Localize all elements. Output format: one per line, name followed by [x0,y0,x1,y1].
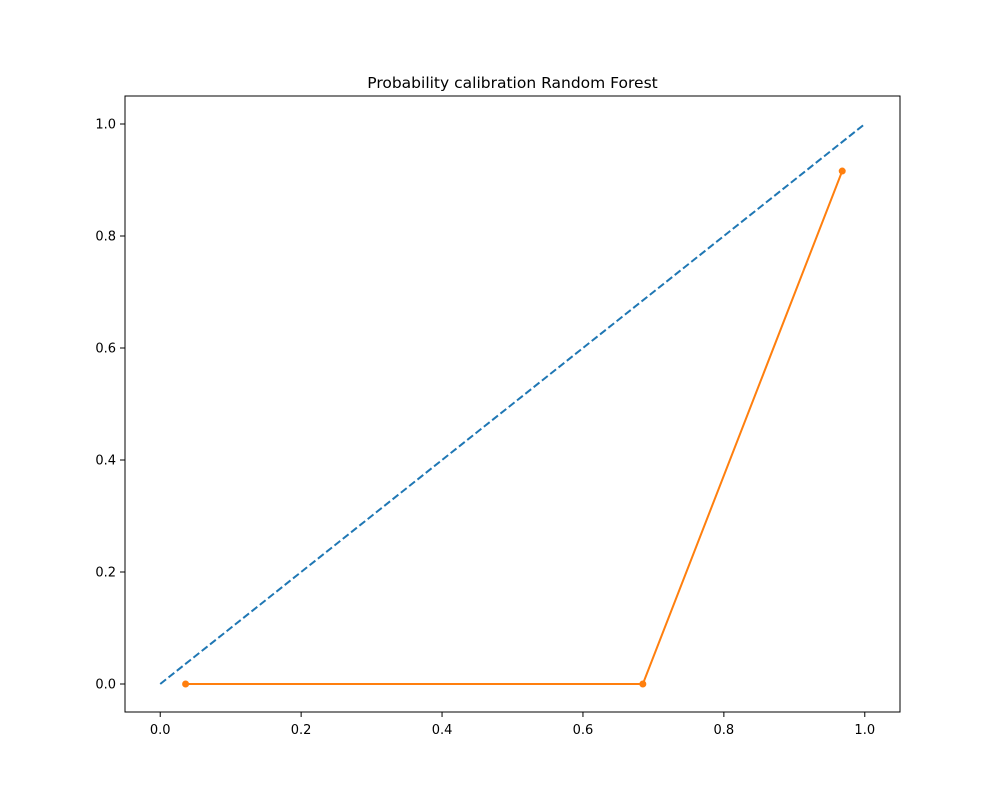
y-tick-label: 0.4 [95,454,116,469]
x-tick-label: 0.4 [432,723,453,738]
series-1-line [159,123,866,685]
x-tick-label: 0.2 [291,723,312,738]
y-tick-label: 0.2 [95,566,116,581]
x-tick-label: 1.0 [854,723,875,738]
series-layer [159,123,866,688]
y-axis: 0.0 0.2 0.4 0.6 0.8 1.0 [95,118,125,693]
y-tick-label: 1.0 [95,118,116,133]
plot-area-frame [124,95,901,713]
y-tick-label: 0.6 [95,342,116,357]
x-tick-label: 0.0 [150,723,171,738]
x-tick-label: 0.6 [573,723,594,738]
series-2-point [182,680,190,688]
chart-title: Probability calibration Random Forest [367,74,658,92]
series-2-point [639,680,647,688]
x-axis: 0.0 0.2 0.4 0.6 0.8 1.0 [150,712,875,738]
y-tick-label: 0.8 [95,230,116,245]
y-tick-label: 0.0 [95,678,116,693]
series-2-point [838,167,846,175]
x-tick-label: 0.8 [714,723,735,738]
